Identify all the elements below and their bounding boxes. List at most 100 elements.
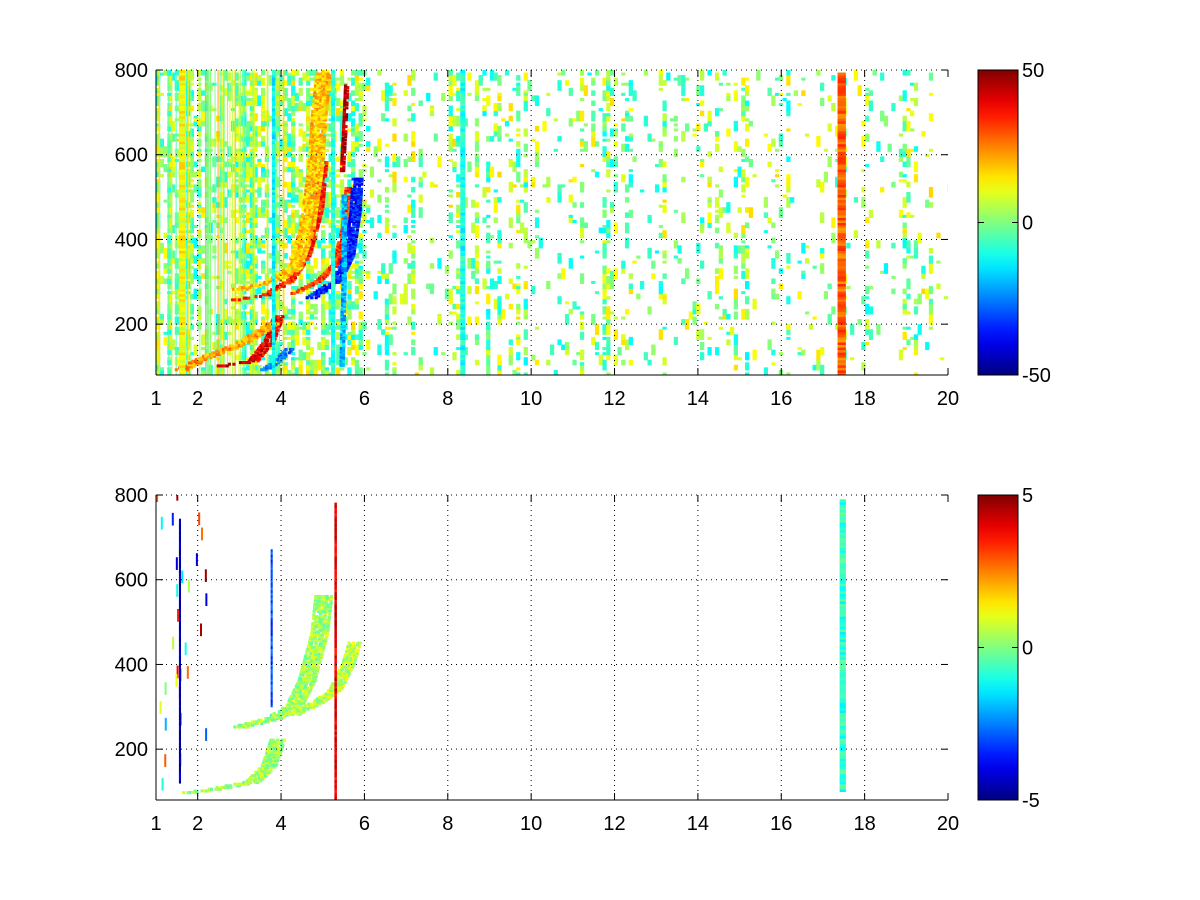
heatmap-band-cell	[837, 184, 846, 188]
heatmap-cell	[516, 286, 521, 290]
heatmap-feature-cell	[347, 200, 351, 204]
heatmap-cell	[291, 364, 296, 371]
heatmap-cell	[339, 161, 345, 173]
heatmap-cell	[171, 255, 176, 264]
heatmap-feature-cell	[315, 74, 319, 78]
heatmap-cell	[928, 255, 934, 264]
heatmap-feature-cell	[264, 368, 268, 372]
heatmap-cell	[516, 85, 521, 96]
heatmap-feature-cell	[313, 201, 317, 205]
heatmap-cell	[486, 95, 491, 107]
heatmap-band-cell	[178, 334, 186, 338]
heatmap-feature-cell	[347, 202, 351, 206]
heatmap-cell	[741, 253, 746, 264]
heatmap-cell	[231, 209, 236, 218]
heatmap-cell	[726, 95, 731, 101]
heatmap-feature-cell	[319, 291, 324, 295]
heatmap-cell	[516, 316, 521, 320]
heatmap-feature-cell	[306, 231, 310, 235]
heatmap-cell	[718, 207, 723, 218]
heatmap-cell	[193, 161, 198, 168]
heatmap-feature-cell	[341, 287, 345, 291]
heatmap-band-cell	[837, 341, 846, 345]
heatmap-streak	[187, 70, 189, 375]
heatmap-feature-cell	[321, 200, 325, 204]
heatmap-band-cell	[837, 87, 846, 91]
heatmap-feature-cell	[312, 162, 316, 166]
heatmap-feature-cell	[290, 252, 295, 256]
heatmap-feature-cell	[341, 241, 345, 246]
heatmap-cell	[261, 164, 266, 168]
heatmap-cell	[594, 341, 600, 351]
heatmap-feature-cell	[327, 271, 331, 275]
heatmap-feature-cell	[292, 291, 296, 296]
heatmap-cell	[156, 263, 161, 269]
heatmap-feature-cell	[344, 192, 348, 196]
heatmap-feature-cell	[296, 264, 300, 268]
heatmap-cell	[902, 326, 907, 330]
heatmap-cell	[628, 174, 633, 183]
heatmap-cell	[321, 260, 326, 269]
heatmap-feature-cell	[313, 142, 317, 146]
heatmap-cell	[902, 120, 907, 132]
heatmap-feature-cell	[299, 245, 304, 249]
heatmap-feature-cell	[342, 330, 346, 334]
heatmap-cell	[564, 347, 570, 356]
heatmap-feature-cell	[326, 74, 330, 78]
heatmap-cell	[234, 82, 240, 86]
heatmap-feature-cell	[275, 318, 279, 322]
heatmap-feature-cell	[321, 81, 325, 85]
heatmap-feature-cell	[307, 230, 311, 234]
heatmap-feature-cell	[237, 342, 241, 346]
heatmap-feature-cell	[313, 136, 317, 140]
heatmap-cell	[321, 245, 326, 249]
heatmap-feature-cell	[324, 108, 329, 112]
heatmap-cell	[261, 118, 266, 127]
heatmap-cell	[744, 138, 750, 147]
heatmap-band-cell	[837, 92, 846, 96]
heatmap-feature-cell	[192, 364, 196, 368]
heatmap-cell	[437, 258, 442, 269]
heatmap-cell	[351, 148, 356, 157]
heatmap-feature-cell	[301, 261, 305, 265]
heatmap-cell	[827, 123, 832, 132]
heatmap-feature-cell	[313, 221, 317, 225]
heatmap-feature-cell	[306, 223, 310, 227]
heatmap-cell	[392, 326, 397, 330]
heatmap-band-cell	[837, 72, 846, 76]
heatmap-band-cell	[837, 153, 846, 157]
heatmap-feature-cell	[308, 206, 312, 210]
heatmap-cell	[437, 156, 442, 168]
heatmap-feature-cell	[250, 337, 254, 341]
heatmap-cell	[516, 209, 521, 218]
heatmap-feature-cell	[316, 181, 320, 185]
heatmap-feature-cell	[315, 204, 319, 208]
heatmap-cell	[253, 311, 258, 320]
heatmap-feature-cell	[334, 264, 338, 268]
heatmap-cell	[189, 171, 195, 178]
heatmap-cell	[741, 225, 746, 234]
heatmap-feature-cell	[323, 75, 328, 79]
heatmap-cell	[523, 298, 528, 310]
heatmap-cell	[358, 113, 363, 122]
heatmap-feature-cell	[314, 133, 318, 137]
heatmap-cell	[628, 209, 633, 218]
heatmap-feature-cell	[319, 126, 323, 130]
heatmap-cell	[287, 181, 292, 193]
heatmap-feature-cell	[312, 158, 316, 162]
heatmap-feature-cell	[309, 213, 314, 217]
heatmap-feature-cell	[256, 354, 260, 358]
heatmap-cell	[306, 359, 311, 366]
heatmap-cell	[628, 283, 633, 290]
heatmap-feature-cell	[340, 319, 344, 323]
heatmap-feature-cell	[256, 347, 261, 351]
heatmap-feature-cell	[350, 191, 354, 195]
heatmap-cell	[546, 197, 551, 203]
heatmap-cell	[291, 372, 296, 375]
heatmap-cell	[189, 273, 195, 284]
heatmap-streak	[238, 70, 240, 375]
heatmap-cell	[328, 179, 333, 188]
heatmap-feature-cell	[350, 236, 354, 240]
heatmap-feature-cell	[352, 197, 356, 201]
heatmap-cell	[298, 364, 303, 375]
